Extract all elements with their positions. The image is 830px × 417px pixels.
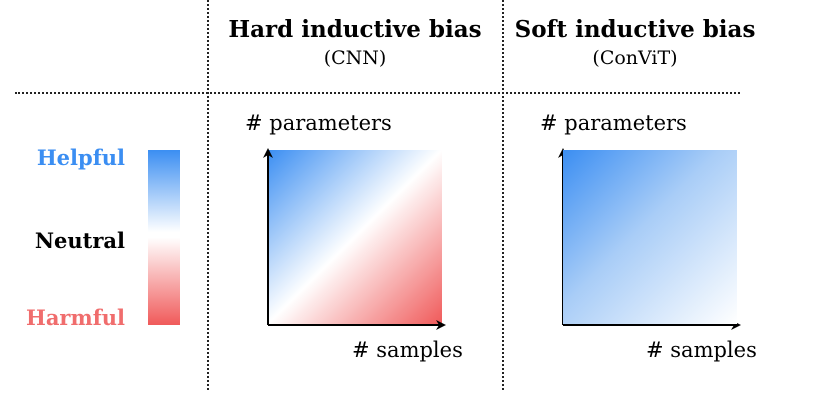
- hard-x-axis-label: # samples: [352, 338, 463, 362]
- hard-bias-heatmap: [268, 150, 442, 324]
- soft-x-axis-label: # samples: [646, 338, 757, 362]
- column-divider-right: [502, 0, 504, 390]
- column-divider-left: [207, 0, 209, 390]
- soft-bias-subtitle: (ConViT): [592, 47, 678, 69]
- soft-bias-title: Soft inductive bias: [514, 16, 756, 43]
- legend-colorbar: [148, 150, 180, 325]
- hard-bias-title: Hard inductive bias: [228, 16, 482, 43]
- soft-y-axis-label: # parameters: [540, 111, 687, 135]
- legend-harmful-label: Harmful: [25, 305, 125, 330]
- hard-bias-header: Hard inductive bias (CNN): [210, 15, 500, 71]
- legend-helpful-label: Helpful: [36, 145, 125, 170]
- soft-bias-heatmap: [563, 150, 737, 324]
- hard-bias-subtitle: (CNN): [323, 47, 387, 69]
- header-divider: [15, 92, 740, 94]
- soft-bias-header: Soft inductive bias (ConViT): [490, 15, 780, 71]
- hard-y-axis-label: # parameters: [245, 111, 392, 135]
- legend-neutral-label: Neutral: [34, 228, 125, 253]
